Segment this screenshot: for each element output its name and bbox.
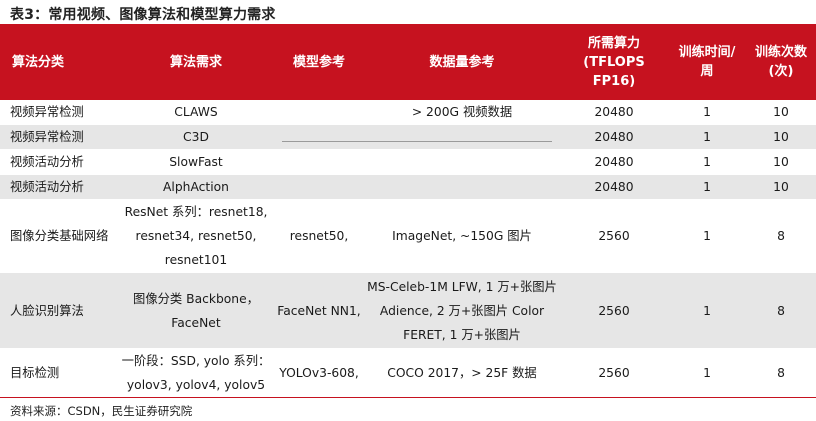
divider-line bbox=[282, 133, 552, 142]
cell-algorithm: 图像分类 Backbone，FaceNet bbox=[118, 272, 274, 349]
cell-compute: 2560 bbox=[560, 272, 668, 349]
cell-compute: 2560 bbox=[560, 348, 668, 398]
cell-train-count: 10 bbox=[746, 100, 816, 125]
table-header-row: 算法分类 算法需求 模型参考 数据量参考 所需算力 (TFLOPS FP16) … bbox=[0, 24, 816, 100]
cell-data: MS-Celeb-1M LFW, 1 万+张图片 Adience, 2 万+张图… bbox=[364, 272, 560, 349]
cell-category: 视频活动分析 bbox=[0, 149, 118, 175]
cell-category: 视频活动分析 bbox=[0, 174, 118, 200]
source-note: 资料来源：CSDN，民生证券研究院 bbox=[10, 404, 193, 418]
cell-data: > 200G 视频数据 bbox=[364, 100, 560, 125]
cell-category: 视频异常检测 bbox=[0, 100, 118, 125]
cell-algorithm: SlowFast bbox=[118, 149, 274, 175]
cell-compute: 20480 bbox=[560, 149, 668, 175]
cell-compute: 20480 bbox=[560, 124, 668, 150]
table-row: 视频异常检测 CLAWS > 200G 视频数据 20480 1 10 bbox=[0, 100, 816, 125]
cell-data bbox=[364, 149, 560, 175]
cell-model bbox=[274, 174, 364, 200]
table-row: 人脸识别算法 图像分类 Backbone，FaceNet FaceNet NN1… bbox=[0, 272, 816, 349]
cell-train-time: 1 bbox=[668, 124, 746, 150]
cell-algorithm: ResNet 系列：resnet18, resnet34, resnet50, … bbox=[118, 199, 274, 273]
cell-train-time: 1 bbox=[668, 199, 746, 273]
table-row: 目标检测 一阶段：SSD, yolo 系列：yolov3, yolov4, yo… bbox=[0, 348, 816, 398]
cell-model-data-merged bbox=[274, 124, 560, 150]
cell-compute: 2560 bbox=[560, 199, 668, 273]
cell-train-time: 1 bbox=[668, 100, 746, 125]
cell-algorithm: C3D bbox=[118, 124, 274, 150]
cell-train-count: 8 bbox=[746, 348, 816, 398]
cell-train-count: 10 bbox=[746, 174, 816, 200]
header-train-count: 训练次数 (次) bbox=[746, 24, 816, 100]
cell-category: 视频异常检测 bbox=[0, 124, 118, 150]
cell-train-time: 1 bbox=[668, 348, 746, 398]
cell-model bbox=[274, 100, 364, 125]
compute-requirements-table: 算法分类 算法需求 模型参考 数据量参考 所需算力 (TFLOPS FP16) … bbox=[0, 24, 816, 398]
cell-algorithm: AlphAction bbox=[118, 174, 274, 200]
cell-algorithm: 一阶段：SSD, yolo 系列：yolov3, yolov4, yolov5 bbox=[118, 348, 274, 398]
cell-model: FaceNet NN1, bbox=[274, 272, 364, 349]
table-row: 视频活动分析 SlowFast 20480 1 10 bbox=[0, 149, 816, 175]
cell-model: resnet50, bbox=[274, 199, 364, 273]
table-title: 表3：常用视频、图像算法和模型算力需求 bbox=[10, 7, 276, 23]
cell-train-time: 1 bbox=[668, 149, 746, 175]
cell-model: YOLOv3-608, bbox=[274, 348, 364, 398]
cell-train-count: 8 bbox=[746, 199, 816, 273]
header-compute: 所需算力 (TFLOPS FP16) bbox=[560, 24, 668, 100]
header-category: 算法分类 bbox=[0, 24, 118, 100]
header-data: 数据量参考 bbox=[364, 24, 560, 100]
cell-train-count: 10 bbox=[746, 149, 816, 175]
cell-category: 人脸识别算法 bbox=[0, 272, 118, 349]
header-model: 模型参考 bbox=[274, 24, 364, 100]
cell-data: ImageNet, ~150G 图片 bbox=[364, 199, 560, 273]
cell-data bbox=[364, 174, 560, 200]
header-algorithm: 算法需求 bbox=[118, 24, 274, 100]
cell-train-count: 8 bbox=[746, 272, 816, 349]
table-row: 视频活动分析 AlphAction 20480 1 10 bbox=[0, 174, 816, 200]
cell-compute: 20480 bbox=[560, 174, 668, 200]
cell-category: 图像分类基础网络 bbox=[0, 199, 118, 273]
cell-model bbox=[274, 149, 364, 175]
table-row: 视频异常检测 C3D 20480 1 10 bbox=[0, 124, 816, 150]
header-train-time: 训练时间/ 周 bbox=[668, 24, 746, 100]
cell-train-time: 1 bbox=[668, 174, 746, 200]
cell-train-time: 1 bbox=[668, 272, 746, 349]
cell-category: 目标检测 bbox=[0, 348, 118, 398]
table-row: 图像分类基础网络 ResNet 系列：resnet18, resnet34, r… bbox=[0, 199, 816, 273]
cell-data: COCO 2017，> 25F 数据 bbox=[364, 348, 560, 398]
cell-algorithm: CLAWS bbox=[118, 100, 274, 125]
cell-train-count: 10 bbox=[746, 124, 816, 150]
cell-compute: 20480 bbox=[560, 100, 668, 125]
